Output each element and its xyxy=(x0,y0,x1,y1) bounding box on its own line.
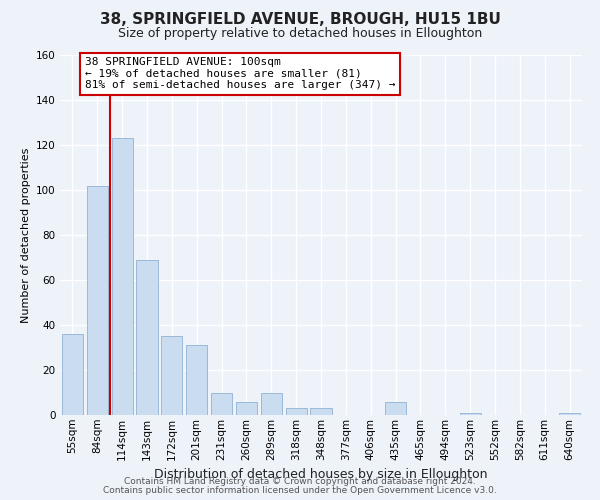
Y-axis label: Number of detached properties: Number of detached properties xyxy=(20,148,31,322)
Bar xyxy=(211,392,232,415)
Text: Contains HM Land Registry data © Crown copyright and database right 2024.: Contains HM Land Registry data © Crown c… xyxy=(124,477,476,486)
Bar xyxy=(136,260,158,415)
Bar xyxy=(112,138,133,415)
Text: 38 SPRINGFIELD AVENUE: 100sqm
← 19% of detached houses are smaller (81)
81% of s: 38 SPRINGFIELD AVENUE: 100sqm ← 19% of d… xyxy=(85,57,395,90)
X-axis label: Distribution of detached houses by size in Elloughton: Distribution of detached houses by size … xyxy=(154,468,488,481)
Text: 38, SPRINGFIELD AVENUE, BROUGH, HU15 1BU: 38, SPRINGFIELD AVENUE, BROUGH, HU15 1BU xyxy=(100,12,500,28)
Bar xyxy=(310,408,332,415)
Bar xyxy=(161,336,182,415)
Text: Contains public sector information licensed under the Open Government Licence v3: Contains public sector information licen… xyxy=(103,486,497,495)
Bar xyxy=(236,402,257,415)
Text: Size of property relative to detached houses in Elloughton: Size of property relative to detached ho… xyxy=(118,28,482,40)
Bar xyxy=(87,186,108,415)
Bar xyxy=(559,413,580,415)
Bar xyxy=(460,413,481,415)
Bar xyxy=(261,392,282,415)
Bar xyxy=(186,345,207,415)
Bar xyxy=(286,408,307,415)
Bar xyxy=(385,402,406,415)
Bar xyxy=(62,334,83,415)
